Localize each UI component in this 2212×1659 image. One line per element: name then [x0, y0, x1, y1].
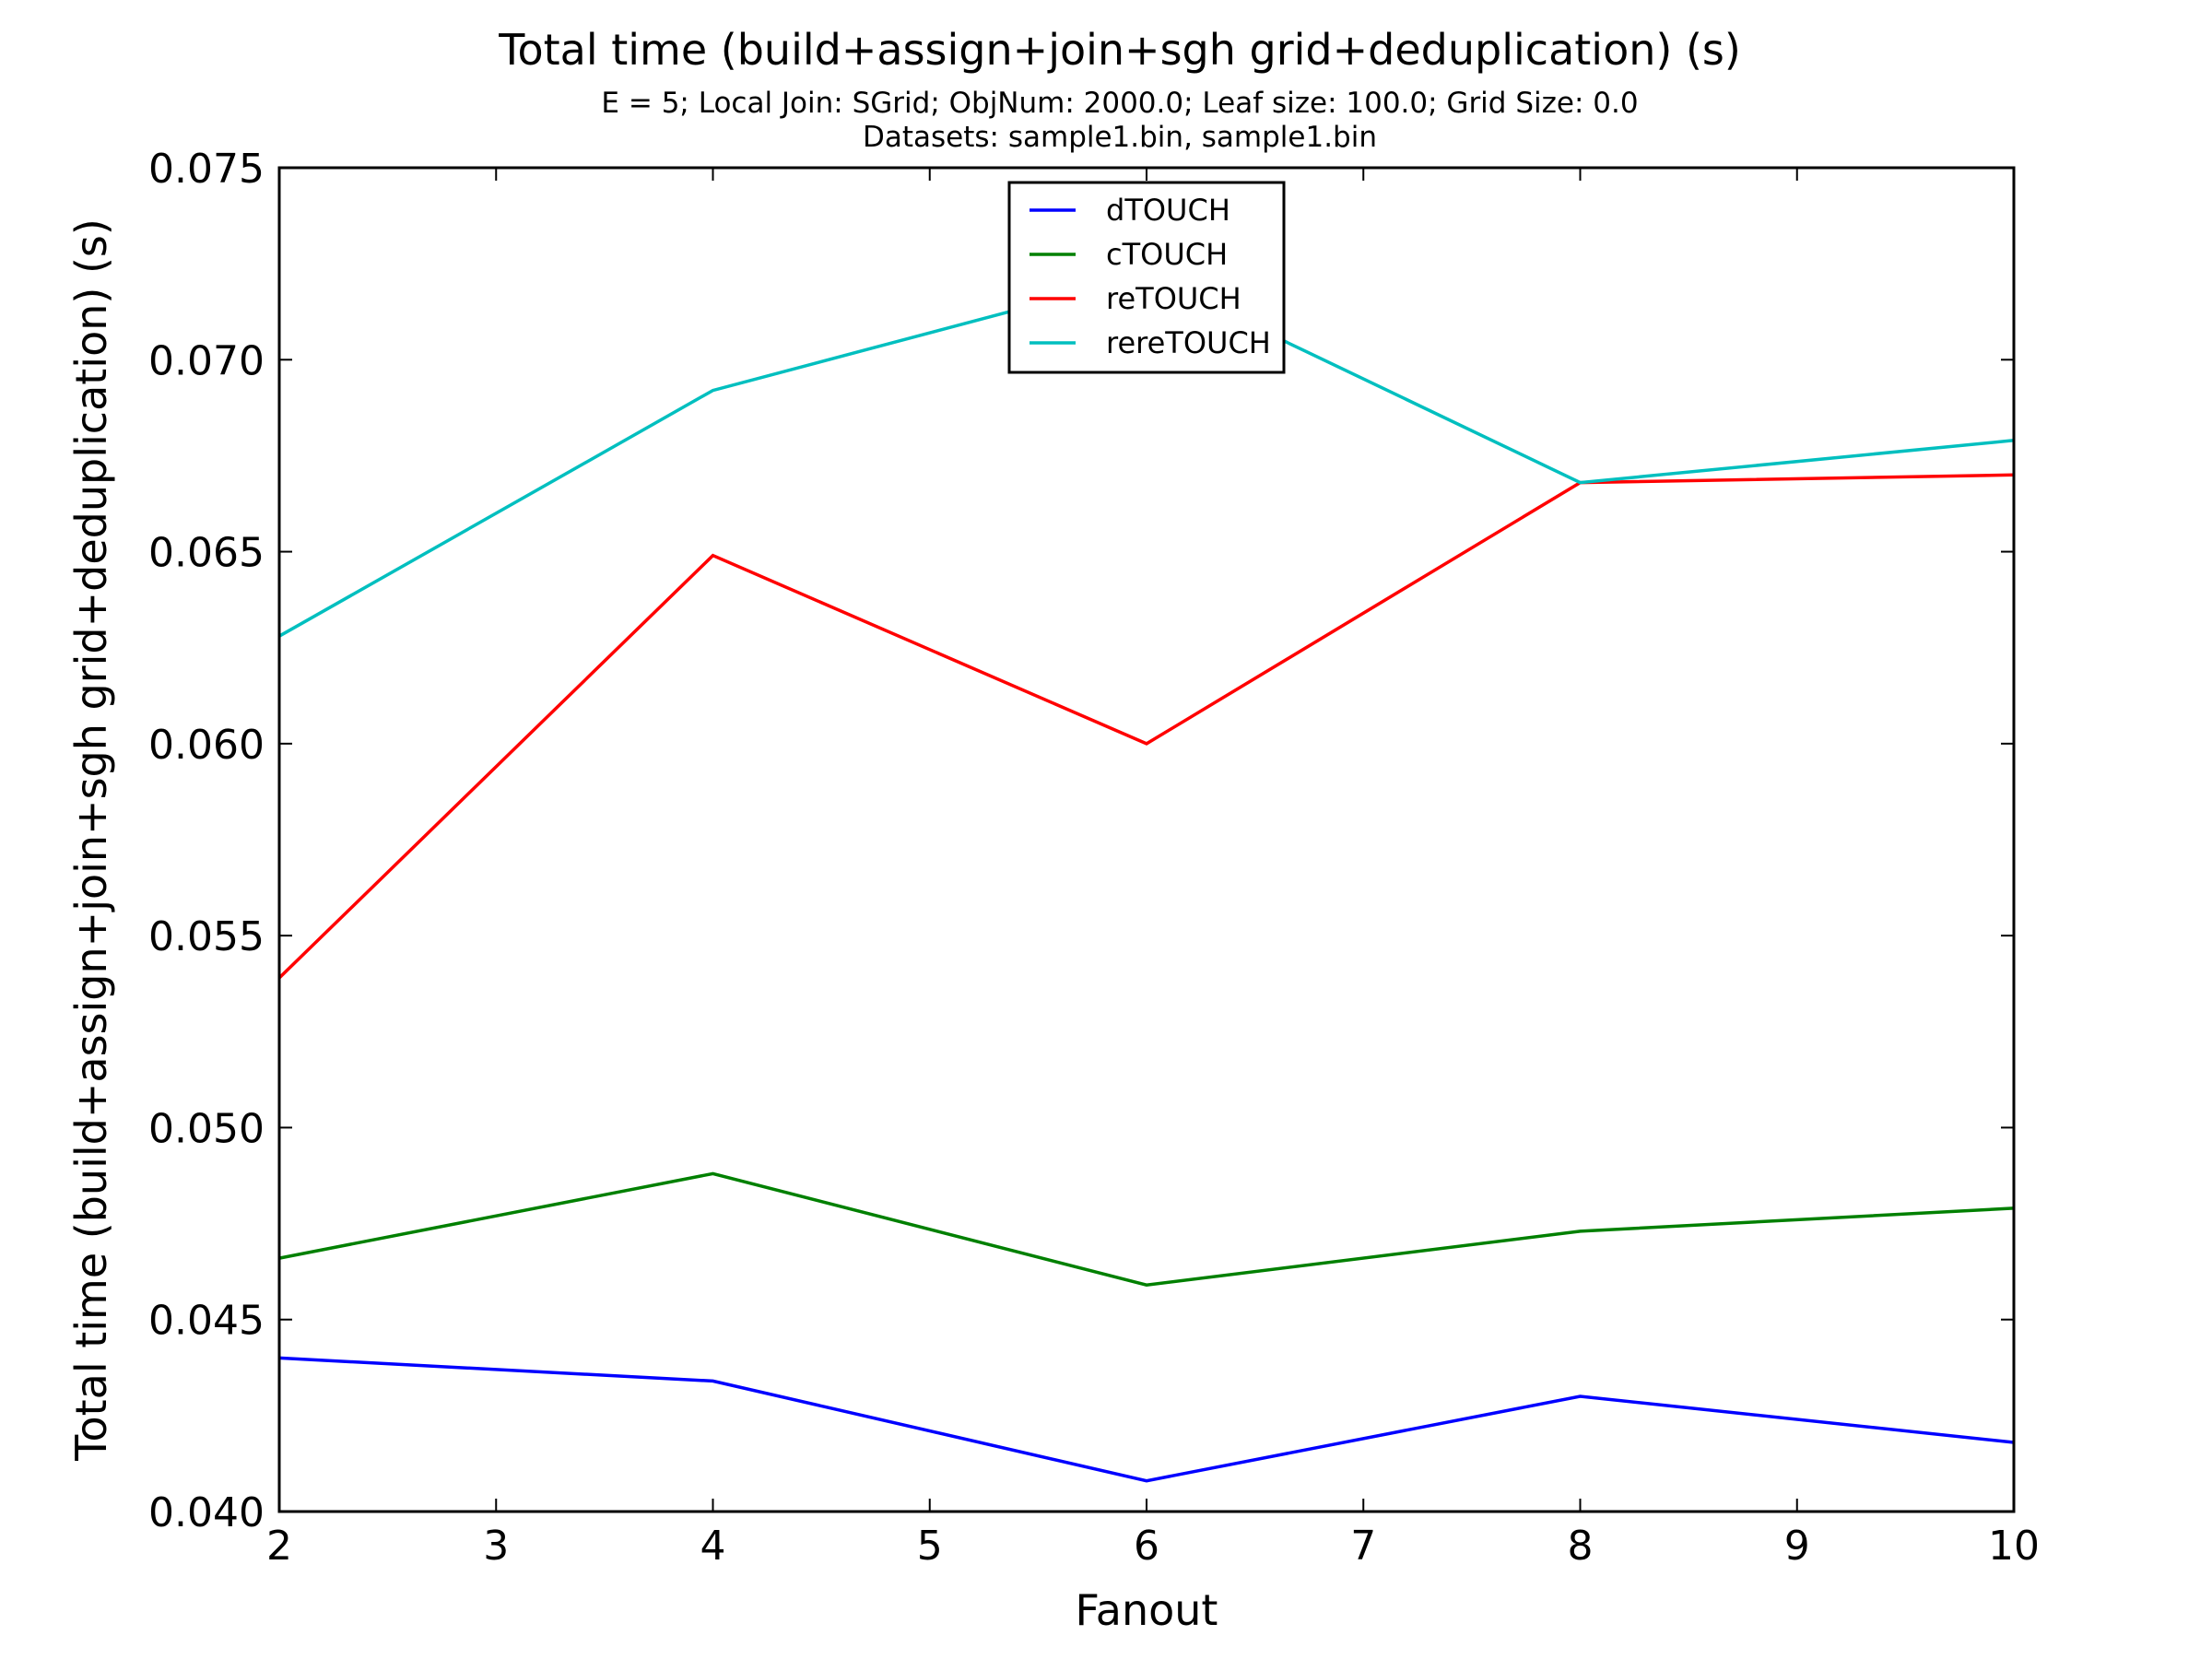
chart-title: Total time (build+assign+join+sgh grid+d…: [498, 25, 1741, 75]
x-tick-label: 2: [266, 1523, 292, 1570]
y-tick-label: 0.065: [148, 530, 265, 577]
axis-ticks: 2 3 4 5 6 7 8 9 10 0.040 0.045 0.050 0.055 0.060 0.065…: [148, 146, 2040, 1570]
y-tick-label: 0.075: [148, 146, 265, 193]
y-tick-label: 0.050: [148, 1105, 265, 1152]
legend-label: rereTOUCH: [1106, 325, 1271, 360]
y-tick-label: 0.070: [148, 337, 265, 384]
y-tick-label: 0.045: [148, 1298, 265, 1345]
legend: dTOUCH cTOUCH reTOUCH rereTOUCH: [1007, 181, 1286, 374]
x-tick-label: 7: [1350, 1523, 1376, 1570]
y-tick-label: 0.055: [148, 913, 265, 960]
legend-label: dTOUCH: [1106, 193, 1230, 228]
x-tick-label: 10: [1988, 1523, 2040, 1570]
legend-box: [1007, 181, 1286, 374]
y-axis-label: Total time (build+assign+join+sgh grid+d…: [66, 218, 116, 1462]
series-line-dtouch: [278, 1356, 2015, 1483]
x-tick-label: 3: [483, 1523, 509, 1570]
y-tick-label: 0.060: [148, 722, 265, 769]
series-lines: [277, 273, 2015, 1483]
x-axis-label: Fanout: [1076, 1585, 1218, 1635]
chart-subtitle-line-2: Datasets: sample1.bin, sample1.bin: [863, 121, 1377, 154]
x-tick-label: 4: [700, 1523, 726, 1570]
x-tick-label: 6: [1134, 1523, 1159, 1570]
plot-frame: [277, 166, 2016, 1513]
series-line-ctouch: [278, 1171, 2015, 1287]
y-tick-label: 0.040: [148, 1489, 265, 1536]
x-tick-label: 9: [1784, 1523, 1810, 1570]
x-tick-label: 5: [917, 1523, 943, 1570]
series-line-retouch: [277, 473, 2015, 980]
chart-subtitle-line-1: E = 5; Local Join: SGrid; ObjNum: 2000.0…: [601, 87, 1638, 120]
legend-label: cTOUCH: [1106, 237, 1228, 272]
legend-label: reTOUCH: [1106, 281, 1241, 316]
x-tick-label: 8: [1568, 1523, 1594, 1570]
